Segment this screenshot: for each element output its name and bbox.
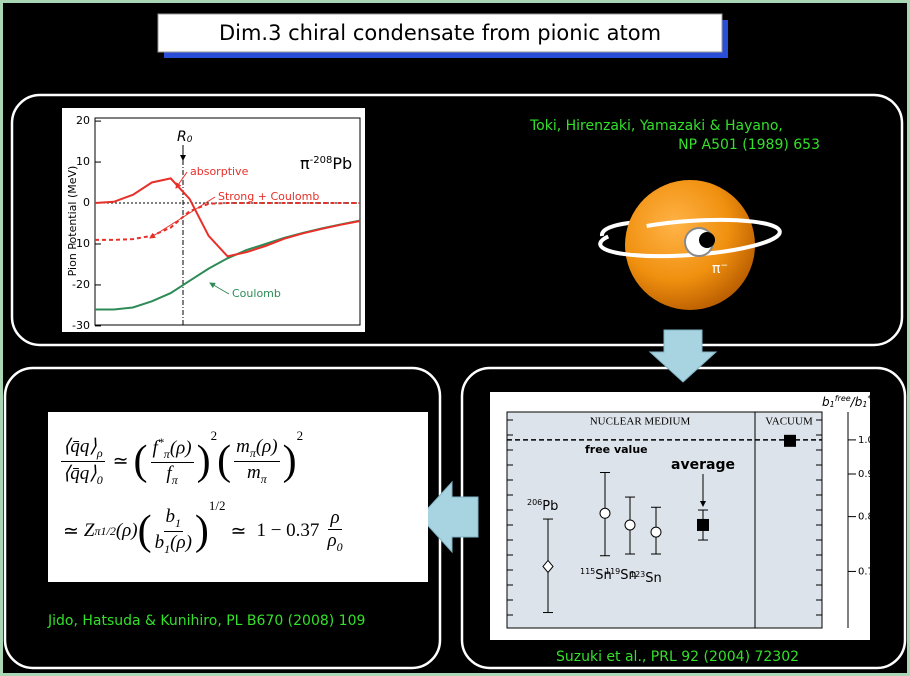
citation: Toki, Hirenzaki, Yamazaki & Hayano, [529, 118, 783, 134]
formula-part: 2 [297, 428, 304, 444]
text-part: /b [850, 395, 863, 409]
text-part: π [300, 154, 310, 173]
citation: NP A501 (1989) 653 [678, 137, 820, 153]
formula-part: ρ [327, 530, 336, 551]
y-tick-label: 0 [83, 196, 90, 209]
text-part: 123 [630, 570, 645, 579]
y-tick-label: 0.9 [858, 469, 874, 480]
formula-part: ) [197, 440, 211, 482]
formula-part: 1/2 [101, 524, 116, 539]
pion-core [699, 232, 715, 248]
data-point [784, 435, 796, 447]
formula-part: ( [134, 440, 148, 482]
formula-part: ≃ [113, 450, 129, 473]
curve-label: Strong + Coulomb [218, 190, 319, 203]
formula-part: π [261, 471, 267, 485]
y-tick-label: 1.0 [858, 435, 874, 446]
citation: Suzuki et al., PRL 92 (2004) 72302 [556, 649, 799, 665]
down-arrow [650, 330, 716, 382]
formula-part: (ρ) [116, 520, 138, 542]
y-axis-title: Pion Potential (MeV) [66, 166, 79, 277]
y-tick-label: 0.8 [858, 512, 874, 523]
citation: Jido, Hatsuda & Kunihiro, PL B670 (2008)… [47, 613, 365, 629]
formula-part: 1/2 [209, 498, 226, 514]
slide: Dim.3 chiral condensate from pionic atom… [0, 0, 910, 676]
y-tick-label: 0.7 [858, 566, 874, 577]
formula-part: b [166, 506, 176, 527]
region-label: NUCLEAR MEDIUM [590, 416, 691, 428]
formula-part: ρ [97, 446, 103, 460]
free-value-label: free value [585, 443, 648, 456]
formula-part: 0 [97, 472, 103, 486]
formula-part: (ρ) [256, 436, 278, 457]
text-part: − [720, 261, 728, 271]
formula-part: m [247, 462, 261, 483]
formula-part: ) [195, 510, 209, 552]
text-part: * [867, 394, 871, 403]
curve-label: absorptive [190, 165, 249, 178]
formula-part: ) [283, 440, 297, 482]
formula-part: 1 − 0.37 [256, 520, 319, 542]
formula-part: 0 [337, 540, 343, 554]
formula-part: (ρ) [170, 532, 192, 553]
formula-part: ( [217, 440, 231, 482]
text-part: 208 [313, 155, 332, 166]
text-part: Sn [645, 571, 662, 586]
formula-part: Z [84, 520, 95, 542]
formula-part: (ρ) [170, 437, 192, 458]
medium-plot-frame [507, 412, 822, 628]
left-arrow [420, 482, 478, 552]
formula-part: π [172, 472, 178, 486]
text-part: 206 [527, 498, 542, 507]
formula-part: ≃ [231, 520, 247, 543]
formula-part: ρ [328, 507, 341, 530]
formula-part: 1 [175, 516, 181, 530]
formula-part: m [236, 436, 250, 457]
curve-label: Coulomb [232, 287, 281, 300]
y-tick-label: -20 [72, 278, 90, 291]
text-part: 119 [605, 567, 620, 576]
text-part: 0 [187, 135, 193, 145]
text-part: 115 [580, 567, 595, 576]
formula-part: ⟨q̄q⟩ [63, 436, 97, 457]
data-point [697, 519, 709, 531]
formula-box: ⟨q̄q⟩ρ⟨q̄q⟩0 ≃ ( f*π(ρ)fπ )2 ( mπ(ρ)mπ )… [48, 412, 428, 582]
y-tick-label: -30 [72, 319, 90, 332]
text-part: free [835, 394, 851, 403]
text-part: Pb [332, 154, 352, 173]
data-point [625, 520, 635, 530]
y-tick-label: 20 [76, 114, 90, 127]
data-point [651, 527, 661, 537]
text-part: R [177, 129, 187, 145]
formula-part: ≃ [63, 520, 79, 543]
point-label: average [671, 457, 735, 473]
potential-plot-bg [62, 108, 365, 332]
slide-title: Dim.3 chiral condensate from pionic atom [219, 21, 661, 45]
formula-part: ⟨q̄q⟩ [63, 463, 97, 484]
formula-part: ( [138, 510, 152, 552]
text-part: Pb [542, 499, 558, 514]
region-label: VACUUM [765, 416, 813, 428]
formula-part: b [155, 532, 165, 553]
data-point [600, 508, 610, 518]
